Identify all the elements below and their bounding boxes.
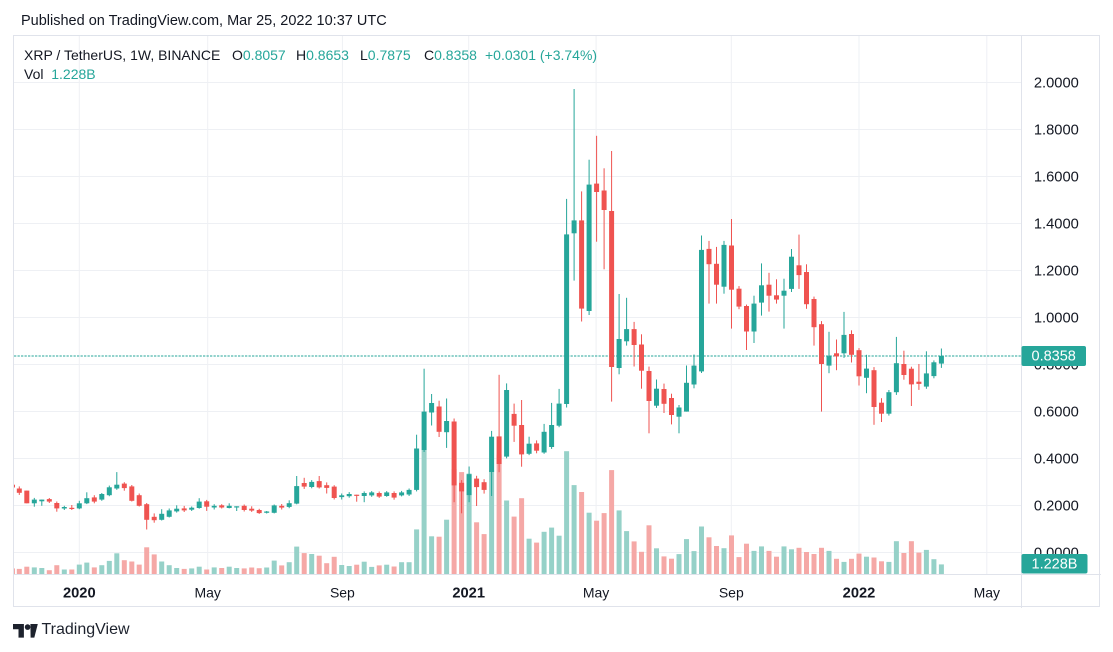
svg-text:0.4000: 0.4000 [1034,451,1079,467]
svg-text:1.228B: 1.228B [1032,557,1078,573]
svg-text:1.6000: 1.6000 [1034,169,1079,185]
svg-text:2020: 2020 [63,585,96,601]
svg-text:1.8000: 1.8000 [1034,122,1079,138]
svg-text:2.0000: 2.0000 [1034,75,1079,91]
svg-text:1.4000: 1.4000 [1034,216,1079,232]
svg-text:1.0000: 1.0000 [1034,310,1079,326]
svg-text:May: May [194,584,220,600]
svg-text:2022: 2022 [843,585,876,601]
svg-text:1.2000: 1.2000 [1034,263,1079,279]
svg-text:0.6000: 0.6000 [1034,404,1079,420]
svg-text:Sep: Sep [719,584,744,600]
svg-text:0.8358: 0.8358 [1032,349,1076,365]
svg-text:May: May [974,584,1000,600]
svg-text:0.2000: 0.2000 [1034,498,1079,514]
svg-text:May: May [583,584,609,600]
svg-text:Sep: Sep [330,584,355,600]
svg-text:2021: 2021 [452,585,485,601]
